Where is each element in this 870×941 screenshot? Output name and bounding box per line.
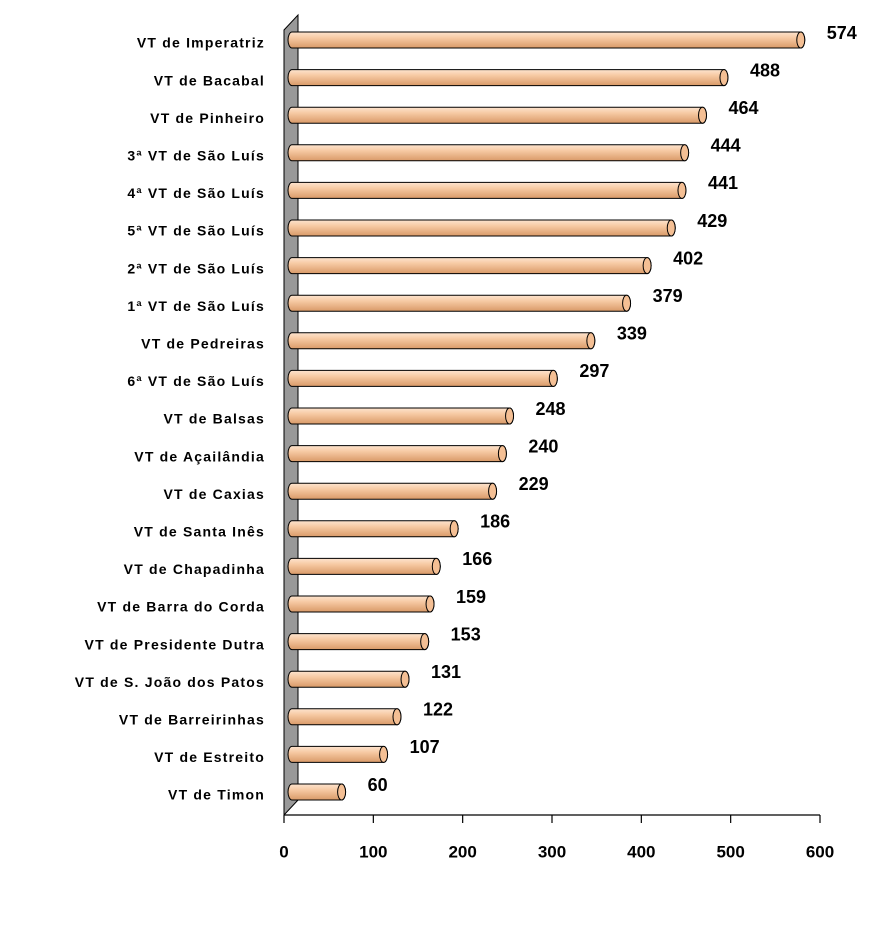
y-tick-label: VT de Estreito	[154, 749, 265, 765]
bar-cap	[622, 294, 632, 312]
bar	[287, 219, 676, 237]
y-tick-label: VT de Barreirinhas	[119, 712, 265, 728]
value-label: 429	[697, 211, 727, 231]
y-tick-label: VT de Pinheiro	[150, 110, 265, 126]
value-label: 60	[368, 775, 388, 795]
bar-cap	[392, 708, 402, 726]
value-label: 248	[536, 399, 566, 419]
bar	[287, 369, 558, 387]
bar	[287, 783, 347, 801]
bar-cap	[698, 106, 708, 124]
y-tick-label: 2ª VT de São Luís	[127, 260, 265, 276]
bar-cap	[337, 783, 347, 801]
y-tick-label: 1ª VT de São Luís	[127, 298, 265, 314]
bar	[287, 69, 729, 87]
bar-cap	[680, 144, 690, 162]
bar-cap	[796, 31, 806, 49]
x-tick-label: 500	[716, 842, 744, 861]
bar-cap	[505, 407, 515, 425]
bar-cap	[586, 332, 596, 350]
bar-cap	[677, 181, 687, 199]
value-label: 122	[423, 700, 453, 720]
bar-cap	[719, 69, 729, 87]
value-label: 444	[711, 136, 741, 156]
value-label: 574	[827, 23, 857, 43]
x-tick-label: 100	[359, 842, 387, 861]
bar	[287, 257, 652, 275]
y-tick-label: VT de Presidente Dutra	[85, 636, 265, 652]
y-tick-label: VT de Pedreiras	[141, 336, 265, 352]
value-label: 441	[708, 173, 738, 193]
y-tick-label: VT de Balsas	[163, 411, 265, 427]
value-label: 229	[519, 474, 549, 494]
x-tick-label: 300	[538, 842, 566, 861]
y-tick-label: 5ª VT de São Luís	[127, 223, 265, 239]
y-tick-label: 6ª VT de São Luís	[127, 373, 265, 389]
bar-cap	[420, 633, 430, 651]
y-tick-label: VT de S. João dos Patos	[75, 674, 265, 690]
bar-cap	[449, 520, 459, 538]
y-tick-label: VT de Barra do Corda	[97, 599, 265, 615]
bar	[287, 294, 632, 312]
y-tick-label: 4ª VT de São Luís	[127, 185, 265, 201]
value-label: 240	[528, 436, 558, 456]
x-tick-label: 600	[806, 842, 834, 861]
bar	[287, 708, 402, 726]
bar	[287, 520, 459, 538]
bar-cap	[548, 369, 558, 387]
y-tick-label: VT de Chapadinha	[124, 561, 265, 577]
bar	[287, 482, 498, 500]
value-label: 464	[729, 98, 759, 118]
bar	[287, 445, 507, 463]
bar	[287, 181, 687, 199]
bar	[287, 557, 441, 575]
bar-cap	[488, 482, 498, 500]
value-label: 153	[451, 624, 481, 644]
bar	[287, 106, 708, 124]
bar-cap	[666, 219, 676, 237]
y-tick-label: VT de Timon	[168, 787, 265, 803]
x-tick-label: 0	[279, 842, 288, 861]
value-label: 339	[617, 324, 647, 344]
y-tick-label: VT de Imperatriz	[137, 35, 265, 51]
value-label: 159	[456, 587, 486, 607]
bar-cap	[431, 557, 441, 575]
bar	[287, 670, 410, 688]
bar-cap	[497, 445, 507, 463]
bar-cap	[400, 670, 410, 688]
y-tick-label: VT de Santa Inês	[134, 524, 265, 540]
bar	[287, 745, 389, 763]
y-tick-label: VT de Bacabal	[154, 72, 265, 88]
value-label: 131	[431, 662, 461, 682]
bar	[287, 332, 596, 350]
bar	[287, 595, 435, 613]
bar-cap	[379, 745, 389, 763]
value-label: 186	[480, 512, 510, 532]
value-label: 402	[673, 248, 703, 268]
y-tick-label: VT de Açailândia	[134, 448, 265, 464]
bar-cap	[425, 595, 435, 613]
value-label: 379	[653, 286, 683, 306]
value-label: 107	[410, 737, 440, 757]
bar-cap	[642, 257, 652, 275]
y-tick-label: VT de Caxias	[163, 486, 265, 502]
bar	[287, 144, 690, 162]
bar	[287, 31, 806, 49]
x-tick-label: 200	[448, 842, 476, 861]
bar	[287, 407, 515, 425]
value-label: 488	[750, 60, 780, 80]
value-label: 166	[462, 549, 492, 569]
bar	[287, 633, 430, 651]
y-tick-label: 3ª VT de São Luís	[127, 148, 265, 164]
value-label: 297	[579, 361, 609, 381]
x-tick-label: 400	[627, 842, 655, 861]
